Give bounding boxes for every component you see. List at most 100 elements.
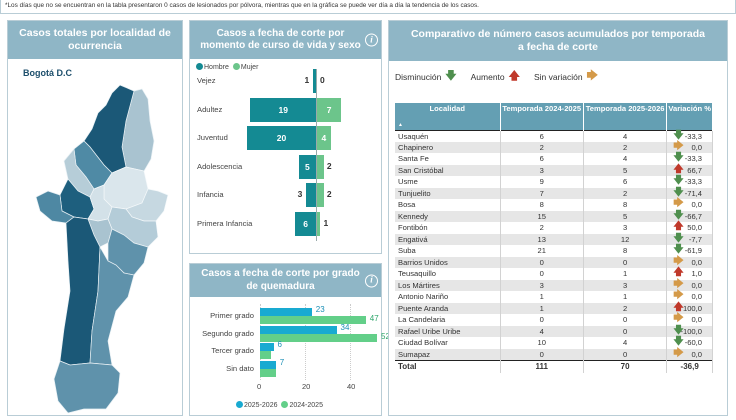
data-label-2025-2026: 34 [340, 322, 350, 332]
legend-item-mujer[interactable]: Mujer [232, 63, 259, 71]
table-row[interactable]: Usme 9 6 🡇 -33,3 [395, 176, 713, 188]
cell-localidad: Sumapaz [395, 348, 501, 360]
bar-mujer[interactable]: 4 [317, 126, 331, 151]
table-row[interactable]: Rafael Uribe Uribe 4 0 🡇 -100,0 [395, 325, 713, 337]
cell-localidad: La Candelaria [395, 314, 501, 326]
cell-2024-2025: 0 [500, 256, 584, 268]
data-label-mujer: 1 [323, 218, 329, 228]
cell-variacion: 🡇 -71,4 [666, 186, 713, 199]
legend-dot-2025-2026 [236, 401, 243, 408]
cell-localidad: Ciudad Bolívar [395, 337, 501, 349]
cell-2024-2025: 8 [500, 199, 584, 211]
info-icon[interactable]: i [365, 33, 378, 47]
cell-2025-2026: 12 [583, 233, 668, 245]
table-row[interactable]: Ciudad Bolívar 10 4 🡇 -60,0 [395, 337, 713, 349]
column-header-2025-2026[interactable]: Temporada 2025-2026 [583, 103, 668, 130]
bar-hombre[interactable]: 5 [298, 154, 316, 179]
cell-2025-2026: 8 [583, 245, 668, 257]
table-row[interactable]: Chapinero 2 2 🡆 0,0 [395, 141, 713, 153]
cell-variacion-value: 100,0 [682, 303, 702, 313]
table-row[interactable]: Tunjuelito 7 2 🡇 -71,4 [395, 186, 713, 199]
total-variacion: -36,9 [666, 359, 713, 373]
cell-variacion-value: -60,0 [684, 338, 702, 348]
table-row[interactable]: Los Mártires 3 3 🡆 0,0 [395, 279, 713, 291]
cell-localidad: Bosa [395, 199, 501, 211]
cell-variacion: 🡇 -33,3 [666, 176, 713, 188]
column-header-2024-2025[interactable]: Temporada 2024-2025 [500, 103, 584, 130]
legend-item-2025-2026[interactable]: 2025-2026 [236, 401, 277, 409]
arrow-up-icon: 🡅 [673, 163, 684, 175]
table-row[interactable]: La Candelaria 0 0 🡆 0,0 [395, 314, 713, 326]
bar-2025-2026[interactable] [260, 343, 274, 351]
bar-hombre[interactable]: 20 [247, 126, 316, 151]
chart-row: Primera Infancia 6 1 [190, 212, 381, 236]
bar-2024-2025[interactable] [260, 316, 366, 324]
bar-2024-2025[interactable] [260, 368, 276, 377]
cell-2025-2026: 4 [583, 129, 668, 142]
cell-2025-2026: 4 [583, 337, 668, 349]
table-row[interactable]: Antonio Nariño 1 1 🡆 0,0 [395, 291, 713, 303]
data-label-2024-2025: 52 [381, 331, 390, 341]
bar-hombre[interactable]: 6 [295, 212, 316, 236]
column-header-localidad[interactable]: Localidad ▲ [395, 103, 501, 130]
chart-row: Infancia 3 2 [190, 183, 381, 208]
map-region-usme-rural[interactable] [89, 245, 135, 366]
bar-hombre[interactable] [305, 183, 316, 208]
choropleth-map[interactable] [8, 61, 182, 415]
cell-2024-2025: 0 [500, 348, 584, 360]
bar-mujer[interactable] [317, 154, 324, 179]
arrow-down-icon: 🡇 [673, 209, 684, 221]
table-row[interactable]: Usaquén 6 4 🡇 -33,3 [395, 129, 713, 142]
bar-hombre[interactable] [312, 69, 316, 93]
legend-label-hombre: Hombre [204, 64, 229, 71]
legend-item-2024-2025[interactable]: 2024-2025 [281, 401, 323, 409]
column-header-variacion[interactable]: Variación % [666, 103, 713, 130]
arrow-right-icon: 🡆 [673, 347, 684, 359]
cell-2025-2026: 5 [583, 164, 668, 176]
arrow-right-icon: 🡆 [673, 198, 684, 209]
bar-mujer[interactable] [317, 183, 324, 208]
legend-item-hombre[interactable]: Hombre [196, 63, 229, 71]
table-row[interactable]: San Cristóbal 3 5 🡅 66,7 [395, 163, 713, 176]
cell-2025-2026: 2 [583, 187, 668, 199]
map-region-sumapaz[interactable] [53, 360, 121, 414]
bar-2025-2026[interactable] [260, 308, 312, 316]
table-row[interactable]: Engativá 13 12 🡇 -7,7 [395, 233, 713, 245]
cell-2024-2025: 3 [500, 164, 584, 176]
table-row[interactable]: Bosa 8 8 🡆 0,0 [395, 199, 713, 211]
arrow-right-icon: 🡆 [673, 255, 684, 267]
arrow-down-icon: 🡇 [673, 186, 684, 198]
category-label: Vejez [197, 76, 216, 85]
cell-variacion: 🡅 66,7 [666, 163, 713, 176]
gridline [350, 304, 351, 380]
comparison-panel: Comparativo de número casos acumulados p… [388, 20, 728, 416]
info-icon[interactable]: i [365, 274, 378, 287]
table-row[interactable]: Suba 21 8 🡇 -61,9 [395, 245, 713, 257]
legend-label-mujer: Mujer [240, 64, 259, 71]
cell-2025-2026: 4 [583, 153, 668, 165]
sort-ascending-icon[interactable]: ▲ [398, 122, 403, 129]
cell-variacion: 🡅 1,0 [666, 268, 713, 280]
bar-mujer[interactable] [317, 212, 321, 236]
table-row[interactable]: Barrios Unidos 0 0 🡆 0,0 [395, 255, 713, 268]
data-label-hombre: 19 [278, 104, 288, 115]
cell-2024-2025: 6 [500, 153, 584, 165]
table-row[interactable]: Fontibón 2 3 🡅 50,0 [395, 222, 713, 234]
table-row[interactable]: Santa Fe 6 4 🡇 -33,3 [395, 153, 713, 165]
bar-mujer[interactable]: 7 [317, 97, 342, 122]
legend-label-2024-2025: 2024-2025 [289, 402, 323, 409]
table-row[interactable]: Teusaquillo 0 1 🡅 1,0 [395, 268, 713, 280]
bar-2024-2025[interactable] [260, 351, 272, 359]
cell-localidad: Santa Fe [395, 153, 501, 165]
bar-2024-2025[interactable] [260, 333, 377, 342]
table-row[interactable]: Kennedy 15 5 🡇 -66,7 [395, 209, 713, 222]
data-label-mujer: 0 [320, 75, 325, 85]
legend-label-2025-2026: 2025-2026 [244, 402, 278, 409]
cell-2025-2026: 0 [583, 325, 668, 337]
bar-2025-2026[interactable] [260, 325, 337, 334]
bar-2025-2026[interactable] [260, 360, 276, 369]
table-row[interactable]: Sumapaz 0 0 🡆 0,0 [395, 347, 713, 360]
table-row[interactable]: Puente Aranda 1 2 🡅 100,0 [395, 302, 713, 314]
cell-variacion: 🡇 -7,7 [666, 233, 713, 245]
bar-hombre[interactable]: 19 [250, 97, 316, 122]
